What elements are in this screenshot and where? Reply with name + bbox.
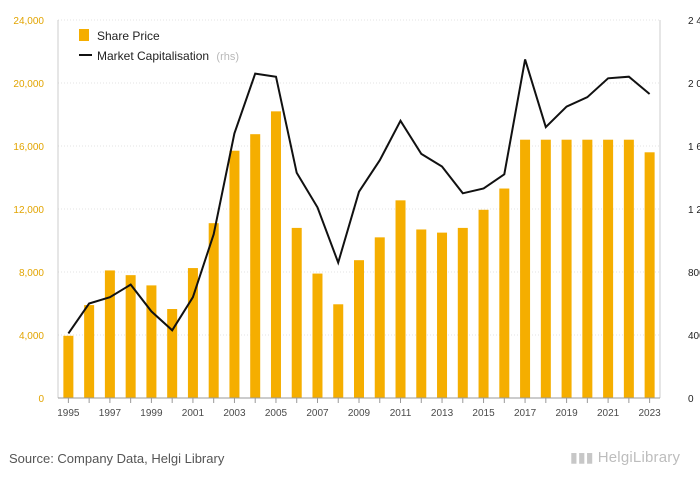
x-tick-label: 1999	[140, 408, 163, 419]
bar-share-price-2019	[561, 139, 572, 398]
bar-share-price-1996	[84, 305, 95, 398]
bar-share-price-1999	[146, 285, 157, 398]
left-tick-label: 4,000	[19, 331, 44, 342]
bar-share-price-2003	[229, 150, 240, 398]
right-tick-label: 2 000	[688, 79, 700, 90]
bar-share-price-2021	[603, 139, 614, 398]
left-tick-label: 16,000	[13, 142, 44, 153]
bar-share-price-2002	[208, 223, 219, 398]
legend-label-share-price: Share Price	[97, 29, 160, 43]
bar-share-price-2018	[540, 139, 551, 398]
left-tick-label: 8,000	[19, 268, 44, 279]
right-tick-label: 1 200	[688, 205, 700, 216]
x-tick-label: 2021	[597, 408, 620, 419]
x-axis: 1995 1997 1999 2001 2003 2005 2007 2009 2011 2013…	[57, 397, 661, 419]
x-tick-label: 2005	[265, 408, 288, 419]
bar-share-price-2013	[437, 232, 448, 398]
bar-share-price-1995	[63, 335, 74, 398]
helgi-library-logo: ▮▮▮ HelgiLibrary	[570, 449, 680, 466]
bookshelf-logo-icon: ▮▮▮	[570, 449, 594, 465]
right-tick-label: 400	[688, 331, 700, 342]
left-axis: 0 4,000 8,000 12,000 16,000 20,000 24,000	[13, 16, 59, 405]
x-tick-label: 2017	[514, 408, 537, 419]
legend-label-market-cap: Market Capitalisation (rhs)	[97, 49, 239, 63]
right-tick-label: 2 400	[688, 16, 700, 27]
bar-share-price-2020	[582, 139, 593, 398]
bar-share-price-2010	[374, 237, 385, 398]
bar-share-price-2014	[457, 227, 468, 398]
share-price-bars	[63, 111, 655, 398]
right-tick-label: 800	[688, 268, 700, 279]
bar-share-price-2012	[416, 229, 427, 398]
left-tick-label: 0	[38, 394, 44, 405]
legend: Share Price Market Capitalisation (rhs)	[79, 29, 239, 63]
line-market-capitalisation	[67, 59, 651, 334]
bar-share-price-2015	[478, 209, 489, 398]
left-tick-label: 24,000	[13, 16, 44, 27]
bar-share-price-2016	[499, 188, 510, 398]
bar-share-price-2017	[520, 139, 531, 398]
right-tick-label: 1 600	[688, 142, 700, 153]
x-tick-label: 2023	[638, 408, 661, 419]
bar-share-price-2023	[644, 152, 655, 398]
bar-share-price-2011	[395, 200, 406, 398]
x-tick-label: 2019	[555, 408, 578, 419]
bar-share-price-2009	[354, 260, 364, 398]
bar-share-price-2007	[312, 273, 323, 398]
x-tick-label: 1997	[99, 408, 122, 419]
bar-share-price-1998	[125, 275, 136, 398]
right-axis: 0 400 800 1 200 1 600 2 000 2 400	[659, 16, 700, 405]
legend-swatch-share-price	[79, 29, 89, 41]
x-tick-label: 2013	[431, 408, 454, 419]
market-cap-line-layer	[67, 59, 651, 334]
x-tick-label: 2007	[306, 408, 329, 419]
right-tick-label: 0	[688, 394, 694, 405]
logo-text: HelgiLibrary	[597, 449, 681, 466]
left-tick-label: 12,000	[13, 205, 44, 216]
bar-share-price-2022	[623, 139, 634, 398]
x-tick-label: 2015	[472, 408, 495, 419]
x-tick-label: 2003	[223, 408, 246, 419]
left-tick-label: 20,000	[13, 79, 44, 90]
source-note: Source: Company Data, Helgi Library	[9, 451, 225, 466]
bar-share-price-2008	[333, 304, 344, 398]
bar-share-price-2000	[167, 309, 178, 398]
x-tick-label: 2009	[348, 408, 371, 419]
bar-share-price-2005	[270, 111, 281, 398]
bar-share-price-2004	[250, 134, 261, 398]
x-tick-label: 2001	[182, 408, 205, 419]
x-tick-label: 1995	[57, 408, 80, 419]
bar-share-price-1997	[104, 270, 115, 398]
x-tick-label: 2011	[390, 408, 412, 419]
legend-label-market-cap-name: Market Capitalisation	[97, 49, 209, 63]
bar-share-price-2006	[291, 227, 302, 398]
bar-share-price-2001	[187, 268, 198, 398]
legend-label-market-cap-suffix: (rhs)	[216, 51, 239, 63]
